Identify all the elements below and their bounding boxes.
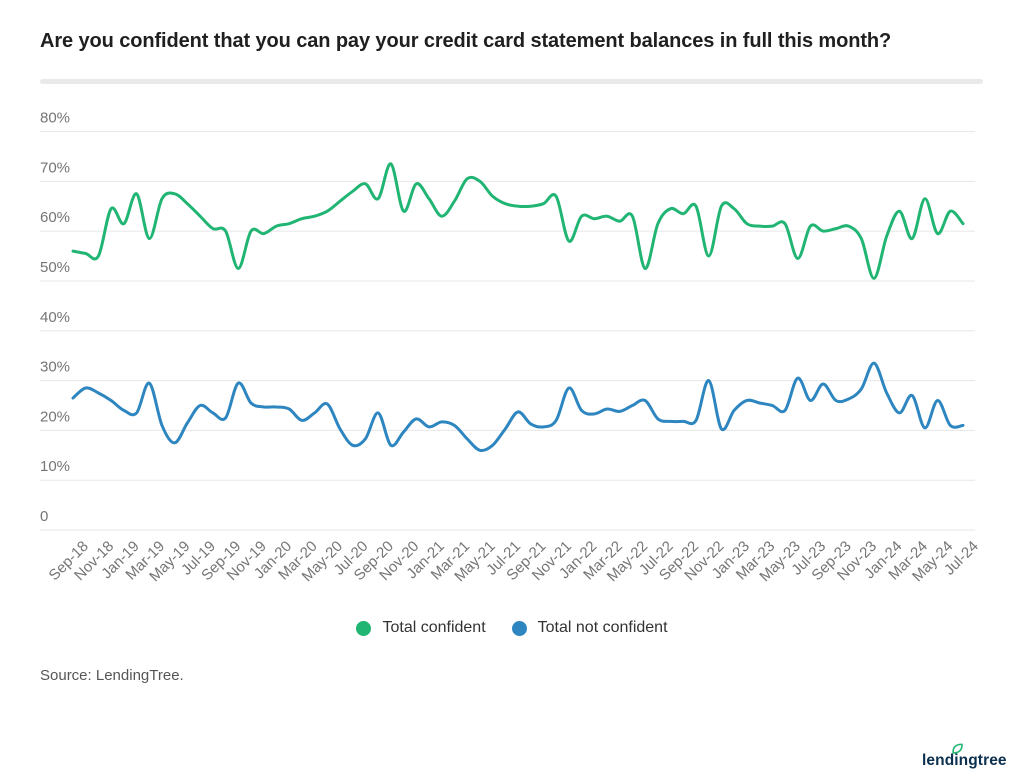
logo-wordmark: lendingtree bbox=[922, 752, 1007, 769]
y-axis-label: 40% bbox=[40, 309, 70, 326]
y-axis-label: 30% bbox=[40, 359, 70, 376]
series-line-total-confident[interactable] bbox=[71, 162, 965, 280]
y-axis-label: 60% bbox=[40, 209, 70, 226]
lendingtree-logo: lendingtree bbox=[922, 743, 1007, 770]
y-axis-label: 80% bbox=[40, 110, 70, 127]
y-axis-label: 0 bbox=[40, 508, 48, 525]
source-note: Source: LendingTree. bbox=[40, 667, 184, 684]
page-title: Are you confident that you can pay your … bbox=[40, 30, 892, 52]
total-confident-dot-icon bbox=[356, 620, 372, 636]
leaf-icon bbox=[952, 743, 963, 754]
y-axis-label: 20% bbox=[40, 408, 70, 425]
legend-item-total-confident[interactable]: Total confident bbox=[356, 619, 486, 637]
chart-legend: Total confident Total not confident bbox=[0, 619, 1024, 637]
y-axis-label: 50% bbox=[40, 259, 70, 276]
y-axis-label: 70% bbox=[40, 159, 70, 176]
legend-label-total-not-confident: Total not confident bbox=[537, 619, 668, 636]
legend-label-total-confident: Total confident bbox=[382, 619, 486, 636]
title-divider bbox=[40, 79, 983, 84]
series-line-total-not-confident[interactable] bbox=[71, 361, 965, 453]
legend-item-total-not-confident[interactable]: Total not confident bbox=[511, 619, 668, 637]
y-axis-label: 10% bbox=[40, 458, 70, 475]
total-not-confident-dot-icon bbox=[511, 620, 527, 636]
